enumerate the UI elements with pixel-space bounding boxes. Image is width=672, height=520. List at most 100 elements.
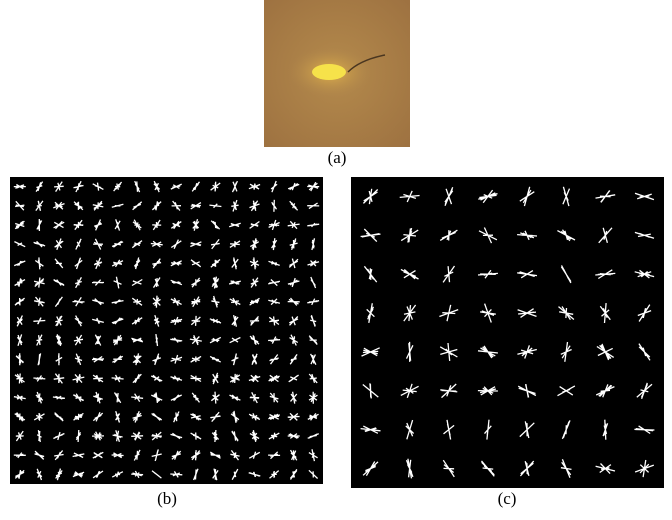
hog-glyph: [170, 432, 183, 440]
hog-glyph: [289, 200, 299, 211]
hog-glyph: [33, 296, 45, 307]
hog-glyph: [72, 452, 85, 459]
hog-glyph: [36, 218, 43, 232]
hog-glyph: [131, 337, 144, 343]
hog-glyph: [92, 298, 104, 306]
hog-glyph: [14, 297, 25, 306]
hog-glyph: [560, 341, 572, 362]
hog-glyph: [557, 229, 576, 242]
hog-glyph: [228, 280, 241, 285]
panel-label: (b): [157, 489, 177, 508]
hog-glyph: [307, 433, 320, 439]
hog-glyph: [308, 391, 318, 404]
hog-glyph: [170, 471, 183, 478]
hog-glyph: [366, 303, 375, 324]
hog-glyph: [170, 297, 182, 306]
photo-blob: [312, 64, 346, 80]
hog-glyph: [310, 353, 317, 365]
hog-glyph: [477, 269, 498, 279]
hog-glyph: [112, 430, 123, 442]
hog-glyph: [307, 222, 320, 228]
hog-glyph: [72, 393, 85, 402]
hog-glyph: [249, 429, 260, 443]
hog-glyph: [405, 419, 415, 440]
panel-label: (c): [498, 489, 517, 508]
hog-glyph: [289, 468, 298, 480]
hog-glyph: [35, 200, 44, 211]
hog-glyph: [307, 298, 320, 306]
hog-glyph: [191, 392, 201, 403]
hog-glyph: [561, 420, 571, 440]
hog-glyph: [248, 451, 261, 459]
hog-glyph: [170, 316, 183, 326]
hog-glyph: [153, 314, 160, 327]
hog-glyph: [310, 276, 317, 289]
hog-glyph: [484, 419, 492, 440]
hog-glyph: [54, 296, 63, 307]
hog-glyph: [442, 265, 456, 283]
hog-glyph: [517, 270, 538, 279]
hog-glyph: [36, 429, 42, 443]
hog-glyph: [560, 265, 572, 284]
hog-glyph: [288, 374, 299, 383]
hog-glyph: [311, 238, 316, 251]
hog-glyph: [171, 200, 182, 211]
hog-glyph: [151, 449, 162, 462]
hog-glyph: [517, 383, 537, 398]
hog-glyph: [55, 334, 63, 347]
hog-glyph: [131, 431, 144, 441]
hog-glyph: [602, 419, 609, 440]
hog-glyph: [308, 373, 318, 384]
hog-glyph: [480, 303, 496, 323]
hog-glyph: [15, 200, 25, 211]
hog-glyph: [596, 343, 615, 361]
hog-glyph: [132, 219, 142, 231]
hog-glyph: [192, 468, 199, 481]
hog-glyph: [170, 260, 182, 267]
hog-glyph: [400, 268, 419, 280]
hog-glyph: [248, 413, 261, 421]
hog-glyph: [190, 259, 202, 268]
hog-glyph: [595, 190, 616, 203]
hog-glyph: [92, 451, 104, 459]
hog-glyph: [34, 257, 44, 270]
hog-glyph: [151, 392, 163, 403]
hog-glyph: [440, 383, 458, 399]
hog-glyph: [131, 317, 143, 325]
hog-glyph: [268, 432, 280, 440]
hog-glyph: [170, 239, 182, 249]
hog-glyph: [210, 259, 221, 268]
hog-glyph: [289, 316, 299, 326]
hog-glyph: [53, 279, 65, 286]
hog-glyph: [634, 425, 655, 435]
hog-glyph: [209, 336, 222, 344]
hog-glyph: [249, 200, 260, 212]
hog-glyph: [517, 308, 537, 318]
hog-glyph: [310, 314, 317, 327]
hog-glyph: [231, 353, 239, 366]
hog-glyph: [33, 412, 45, 421]
hog-glyph: [73, 180, 84, 193]
hog-glyph: [93, 238, 103, 250]
hog-glyph: [16, 315, 23, 327]
hog-glyph: [13, 394, 26, 401]
hog-glyph: [598, 227, 613, 244]
hog-glyph: [74, 353, 83, 366]
hog-glyph: [93, 219, 103, 231]
hog-glyph: [33, 317, 46, 325]
hog-glyph: [92, 317, 104, 325]
hog-glyph: [230, 410, 240, 423]
hog-glyph: [55, 353, 63, 366]
hog-glyph: [558, 306, 575, 321]
hog-glyph: [231, 199, 239, 212]
hog-glyph: [92, 470, 104, 479]
hog-glyph: [287, 412, 300, 421]
hog-glyph: [268, 279, 281, 287]
hog-glyph: [360, 228, 381, 243]
hog-glyph: [33, 277, 45, 288]
hog-glyph: [54, 258, 64, 269]
hog-glyph: [93, 391, 103, 404]
hog-glyph: [189, 334, 202, 346]
hog-glyph: [35, 391, 44, 404]
hog-glyph: [14, 412, 26, 422]
